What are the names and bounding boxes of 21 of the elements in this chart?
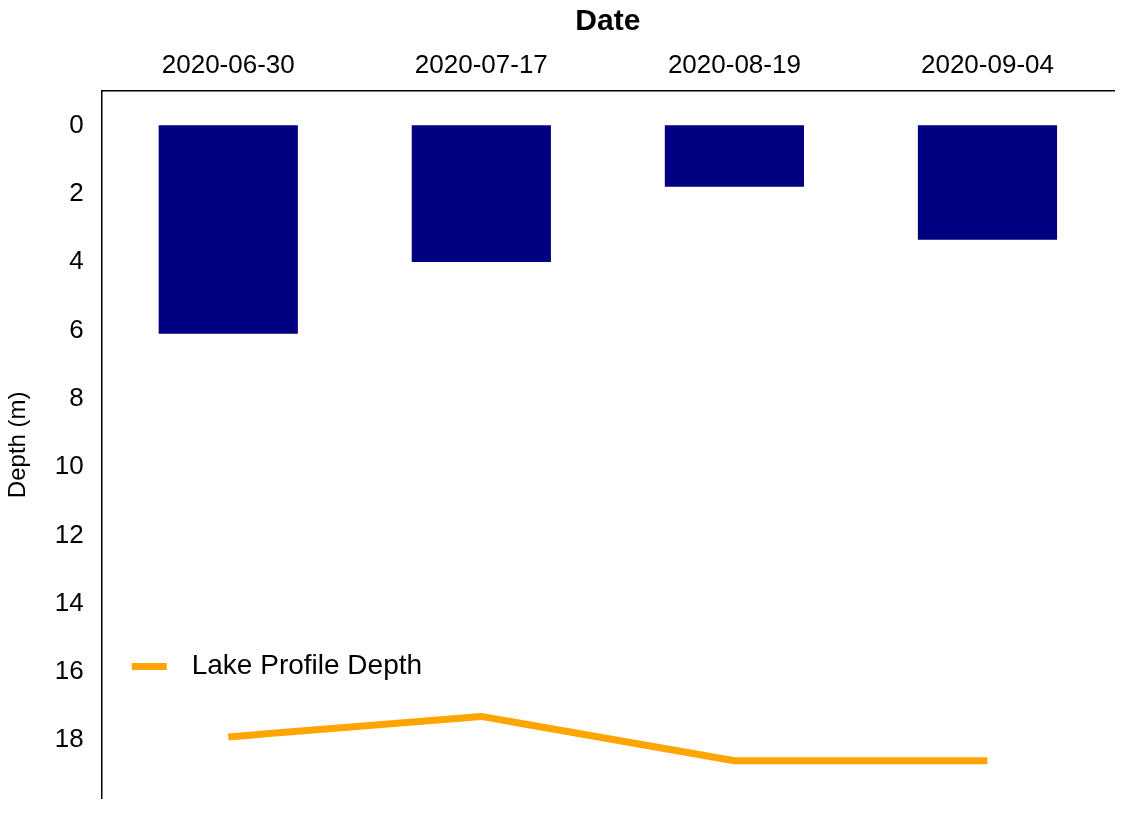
y-tick-label: 16 xyxy=(54,655,84,686)
x-tick-label: 2020-07-17 xyxy=(414,48,548,79)
y-tick-label: 10 xyxy=(54,450,84,481)
y-tick-label: 8 xyxy=(69,381,84,412)
y-tick-label: 12 xyxy=(54,518,84,549)
y-tick-label: 6 xyxy=(69,313,84,344)
x-axis-title: Date xyxy=(575,3,641,37)
x-tick-label: 2020-09-04 xyxy=(920,48,1054,79)
legend-label: Lake Profile Depth xyxy=(191,649,423,681)
y-tick-label: 4 xyxy=(69,245,84,276)
bar xyxy=(411,125,551,263)
x-tick-label: 2020-08-19 xyxy=(667,48,801,79)
y-tick-label: 18 xyxy=(54,723,84,754)
bar xyxy=(664,125,804,187)
bar xyxy=(917,125,1058,240)
y-axis-title: Depth (m) xyxy=(3,391,31,499)
y-tick-label: 2 xyxy=(69,176,84,207)
y-tick-label: 14 xyxy=(54,586,84,617)
y-tick-label: 0 xyxy=(69,108,84,139)
x-tick-label: 2020-06-30 xyxy=(161,48,295,79)
bar xyxy=(158,125,298,334)
